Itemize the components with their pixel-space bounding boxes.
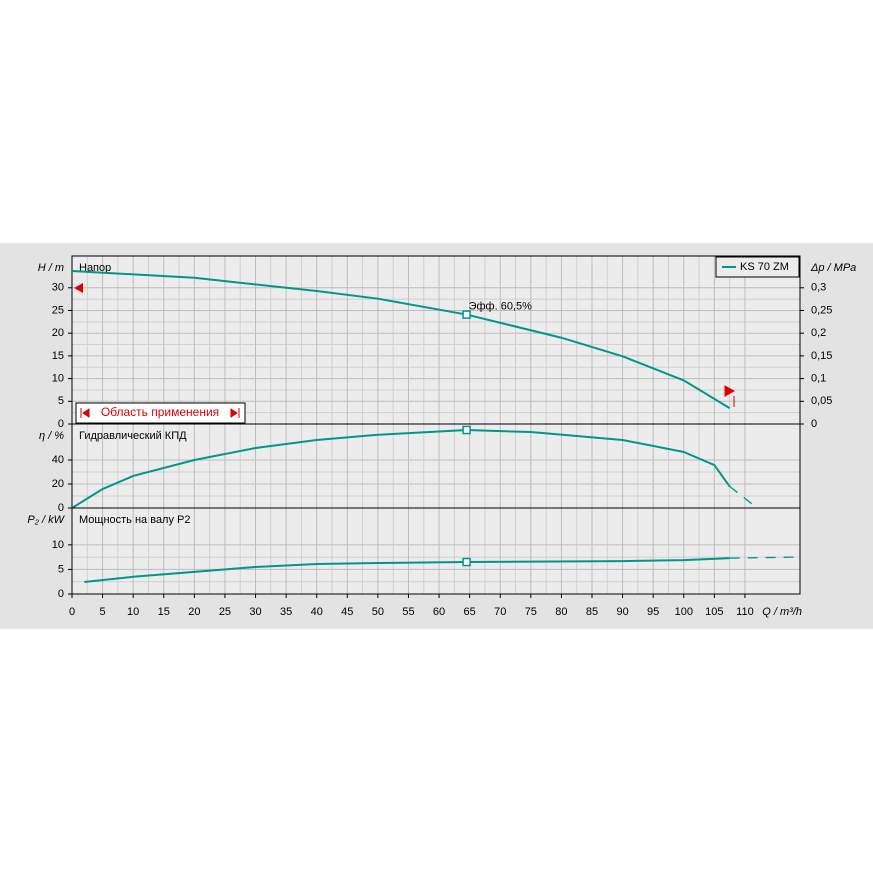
x-tick-label: 85 (586, 606, 598, 618)
y2-tick-label: 0,05 (811, 395, 832, 407)
operating-point (462, 310, 471, 319)
panel-title: Гидравлический КПД (79, 430, 187, 442)
y-tick-label: 0 (58, 502, 64, 514)
x-tick-label: 5 (100, 606, 106, 618)
y-tick-label: 5 (58, 563, 64, 575)
legend-box (715, 256, 800, 278)
y-axis-label: η / % (39, 430, 64, 442)
x-tick-label: 75 (525, 606, 537, 618)
x-tick-label: 50 (372, 606, 384, 618)
plot-frame (71, 507, 801, 595)
legend: KS 70 ZM (715, 256, 800, 278)
x-tick-label: 10 (127, 606, 139, 618)
x-tick-label: 95 (647, 606, 659, 618)
range-box (75, 402, 246, 424)
x-tick-label: 40 (311, 606, 323, 618)
curve (84, 557, 730, 583)
x-tick-label: 80 (555, 606, 567, 618)
y2-tick-label: 0 (811, 418, 817, 430)
range-arrow (230, 408, 240, 418)
x-axis-label: Q / m³/h (762, 606, 802, 618)
range-label: Область применения (101, 405, 219, 419)
x-tick-label: 35 (280, 606, 292, 618)
x-tick-label: 60 (433, 606, 445, 618)
x-tick-label: 15 (158, 606, 170, 618)
y2-tick-label: 0,15 (811, 350, 832, 362)
y-tick-label: 5 (58, 395, 64, 407)
y-tick-label: 30 (52, 282, 64, 294)
y2-tick-label: 0,1 (811, 373, 826, 385)
y-tick-label: 40 (52, 454, 64, 466)
curve (71, 428, 731, 509)
x-tick-label: 90 (616, 606, 628, 618)
y2-tick-label: 0,25 (811, 304, 832, 316)
x-tick-label: 110 (736, 606, 754, 618)
x-tick-label: 105 (705, 606, 723, 618)
y-tick-label: 25 (52, 304, 64, 316)
operating-point (462, 425, 471, 435)
x-tick-label: 65 (464, 606, 476, 618)
y-axis-label: P₂ / kW (27, 514, 65, 526)
curve (729, 485, 758, 509)
y-tick-label: 20 (52, 327, 64, 339)
annotation: Эфф. 60,5% (469, 300, 533, 312)
y-tick-label: 0 (58, 418, 64, 430)
y-tick-label: 0 (58, 588, 64, 600)
x-tick-label: 100 (675, 606, 693, 618)
operating-point (462, 557, 471, 567)
y-tick-label: 20 (52, 478, 64, 490)
y2-tick-label: 0,2 (811, 327, 826, 339)
range-arrow (80, 408, 90, 418)
x-tick-label: 20 (188, 606, 200, 618)
x-tick-label: 30 (249, 606, 261, 618)
range-marker (74, 283, 83, 293)
plot-area (72, 424, 800, 508)
panel-title: Мощность на валу P2 (79, 514, 191, 526)
plot-area (72, 508, 800, 594)
y-tick-label: 10 (52, 373, 64, 385)
x-tick-label: 55 (402, 606, 414, 618)
y-axis-label: H / m (38, 262, 64, 274)
x-tick-label: 70 (494, 606, 506, 618)
plot-area (72, 256, 800, 424)
y2-axis-label: Δp / MPa (810, 262, 856, 274)
x-tick-label: 0 (69, 606, 75, 618)
legend-label: KS 70 ZM (740, 261, 789, 273)
y-tick-label: 10 (52, 539, 64, 551)
y-tick-label: 15 (52, 350, 64, 362)
x-tick-label: 25 (219, 606, 231, 618)
range-marker (724, 385, 736, 407)
x-tick-label: 45 (341, 606, 353, 618)
y2-tick-label: 0,3 (811, 282, 826, 294)
